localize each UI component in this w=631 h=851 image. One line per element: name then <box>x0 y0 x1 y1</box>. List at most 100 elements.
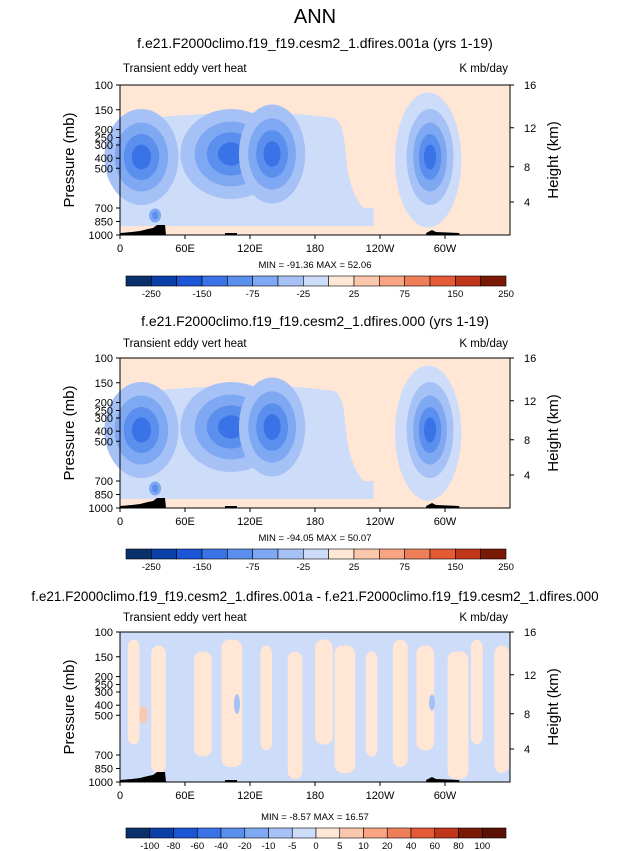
x-tick-label: 0 <box>117 790 123 802</box>
field-contour-1-3 <box>217 142 245 166</box>
colorbar-bin <box>220 827 246 839</box>
y2-axis-title: Height (km) <box>545 394 562 472</box>
colorbar-label: -150 <box>192 562 211 573</box>
colorbar-label: 25 <box>349 562 360 573</box>
colorbar-bin <box>379 275 405 287</box>
colorbar-bin <box>434 827 459 839</box>
topography-andes <box>426 230 460 235</box>
field-streak-8 <box>365 651 378 757</box>
x-tick-label: 60E <box>175 516 195 528</box>
min-max-stats: MIN = -8.57 MAX = 16.57 <box>261 812 369 823</box>
topography-pacific <box>225 506 237 508</box>
colorbar-bin <box>176 548 203 560</box>
colorbar-label: -40 <box>214 841 228 851</box>
y-tick-label: 250 <box>95 133 113 145</box>
y-tick-label: 1000 <box>89 503 113 515</box>
panel-title: f.e21.F2000climo.f19_f19.cesm2_1.dfires.… <box>137 35 493 51</box>
colorbar-bin <box>303 275 329 287</box>
colorbar-bin <box>379 548 405 560</box>
colorbar-bin <box>480 275 507 287</box>
colorbar-bin <box>404 275 431 287</box>
field-streak-4 <box>260 645 273 751</box>
y-tick-label: 700 <box>95 750 113 762</box>
field-streak-12 <box>471 639 483 745</box>
topography-andes <box>426 503 460 508</box>
x-tick-label: 180 <box>306 243 324 255</box>
x-tick-label: 120W <box>366 516 395 528</box>
colorbar-label: 150 <box>447 562 463 573</box>
colorbar-bin <box>363 827 388 839</box>
colorbar-bin <box>315 827 341 839</box>
colorbar-bin <box>328 275 355 287</box>
y-tick-label: 200 <box>95 672 113 684</box>
x-tick-label: 60E <box>175 243 195 255</box>
colorbar-label: -80 <box>167 841 181 851</box>
y-tick-label: 400 <box>95 426 113 438</box>
colorbar-label: 75 <box>399 289 410 300</box>
colorbar-label: -150 <box>192 289 211 300</box>
colorbar-bin <box>244 827 269 839</box>
colorbar-bin <box>201 275 228 287</box>
colorbar-label: 150 <box>447 289 463 300</box>
colorbar-bin <box>125 827 151 839</box>
panels: f.e21.F2000climo.f19_f19.cesm2_1.dfires.… <box>31 35 598 851</box>
field-streak-3 <box>221 639 243 767</box>
y2-tick-label: 8 <box>524 709 530 721</box>
colorbar-bin <box>196 827 222 839</box>
colorbar-label: 250 <box>498 562 514 573</box>
y-tick-label: 850 <box>95 764 113 776</box>
x-tick-label: 120W <box>366 790 395 802</box>
colorbar-label: 250 <box>498 289 514 300</box>
colorbar-label: -75 <box>246 289 260 300</box>
y-tick-label: 150 <box>95 652 113 664</box>
colorbar-bin <box>277 275 304 287</box>
field-diff-neg <box>234 694 240 714</box>
field-diff-pos <box>139 705 148 724</box>
y-tick-label: 200 <box>95 125 113 137</box>
y-tick-label: 1000 <box>89 777 113 789</box>
y-tick-label: 850 <box>95 217 113 229</box>
y-tick-label: 700 <box>95 203 113 215</box>
colorbar-bin <box>252 275 279 287</box>
colorbar-label: -20 <box>238 841 252 851</box>
y-axis-title: Pressure (mb) <box>61 385 78 480</box>
colorbar-bin <box>429 548 456 560</box>
topography-pacific <box>225 780 237 782</box>
x-tick-label: 180 <box>306 790 324 802</box>
colorbar-bin <box>227 275 253 287</box>
panel-variable-label: Transient eddy vert heat <box>123 338 247 350</box>
x-tick-label: 60E <box>175 790 195 802</box>
colorbar-label: 80 <box>453 841 464 851</box>
colorbar-bin <box>458 827 483 839</box>
panel-title: f.e21.F2000climo.f19_f19.cesm2_1.dfires.… <box>141 313 489 329</box>
y2-tick-label: 4 <box>524 744 530 756</box>
y-tick-label: 300 <box>95 140 113 152</box>
colorbar-bin <box>268 827 293 839</box>
colorbar-bin <box>151 275 177 287</box>
colorbar-bin <box>291 827 317 839</box>
field-streak-9 <box>393 639 408 767</box>
field-streak-2 <box>194 651 212 757</box>
colorbar-label: 5 <box>337 841 342 851</box>
topography-asia <box>120 498 166 508</box>
field-contour-0-3 <box>131 417 152 443</box>
field-streak-13 <box>494 645 510 773</box>
y-axis-title: Pressure (mb) <box>61 112 78 207</box>
field-contour-0-3 <box>131 144 152 170</box>
colorbar-bin <box>353 275 380 287</box>
colorbar-bin <box>201 548 228 560</box>
y-tick-label: 100 <box>95 627 113 639</box>
field-streak-7 <box>334 645 356 773</box>
colorbar: -250 -150 -75 -25 25 75 150 250 <box>125 275 514 300</box>
colorbar-bin <box>151 548 177 560</box>
field-streak-1 <box>151 645 166 773</box>
topography-pacific <box>225 233 237 235</box>
y-tick-label: 500 <box>95 710 113 722</box>
min-max-stats: MIN = -91.36 MAX = 52.06 <box>258 260 371 271</box>
x-tick-label: 60W <box>434 243 457 255</box>
y2-axis-title: Height (km) <box>545 668 562 746</box>
y-tick-label: 850 <box>95 490 113 502</box>
colorbar-label: -10 <box>262 841 276 851</box>
y-tick-label: 700 <box>95 476 113 488</box>
